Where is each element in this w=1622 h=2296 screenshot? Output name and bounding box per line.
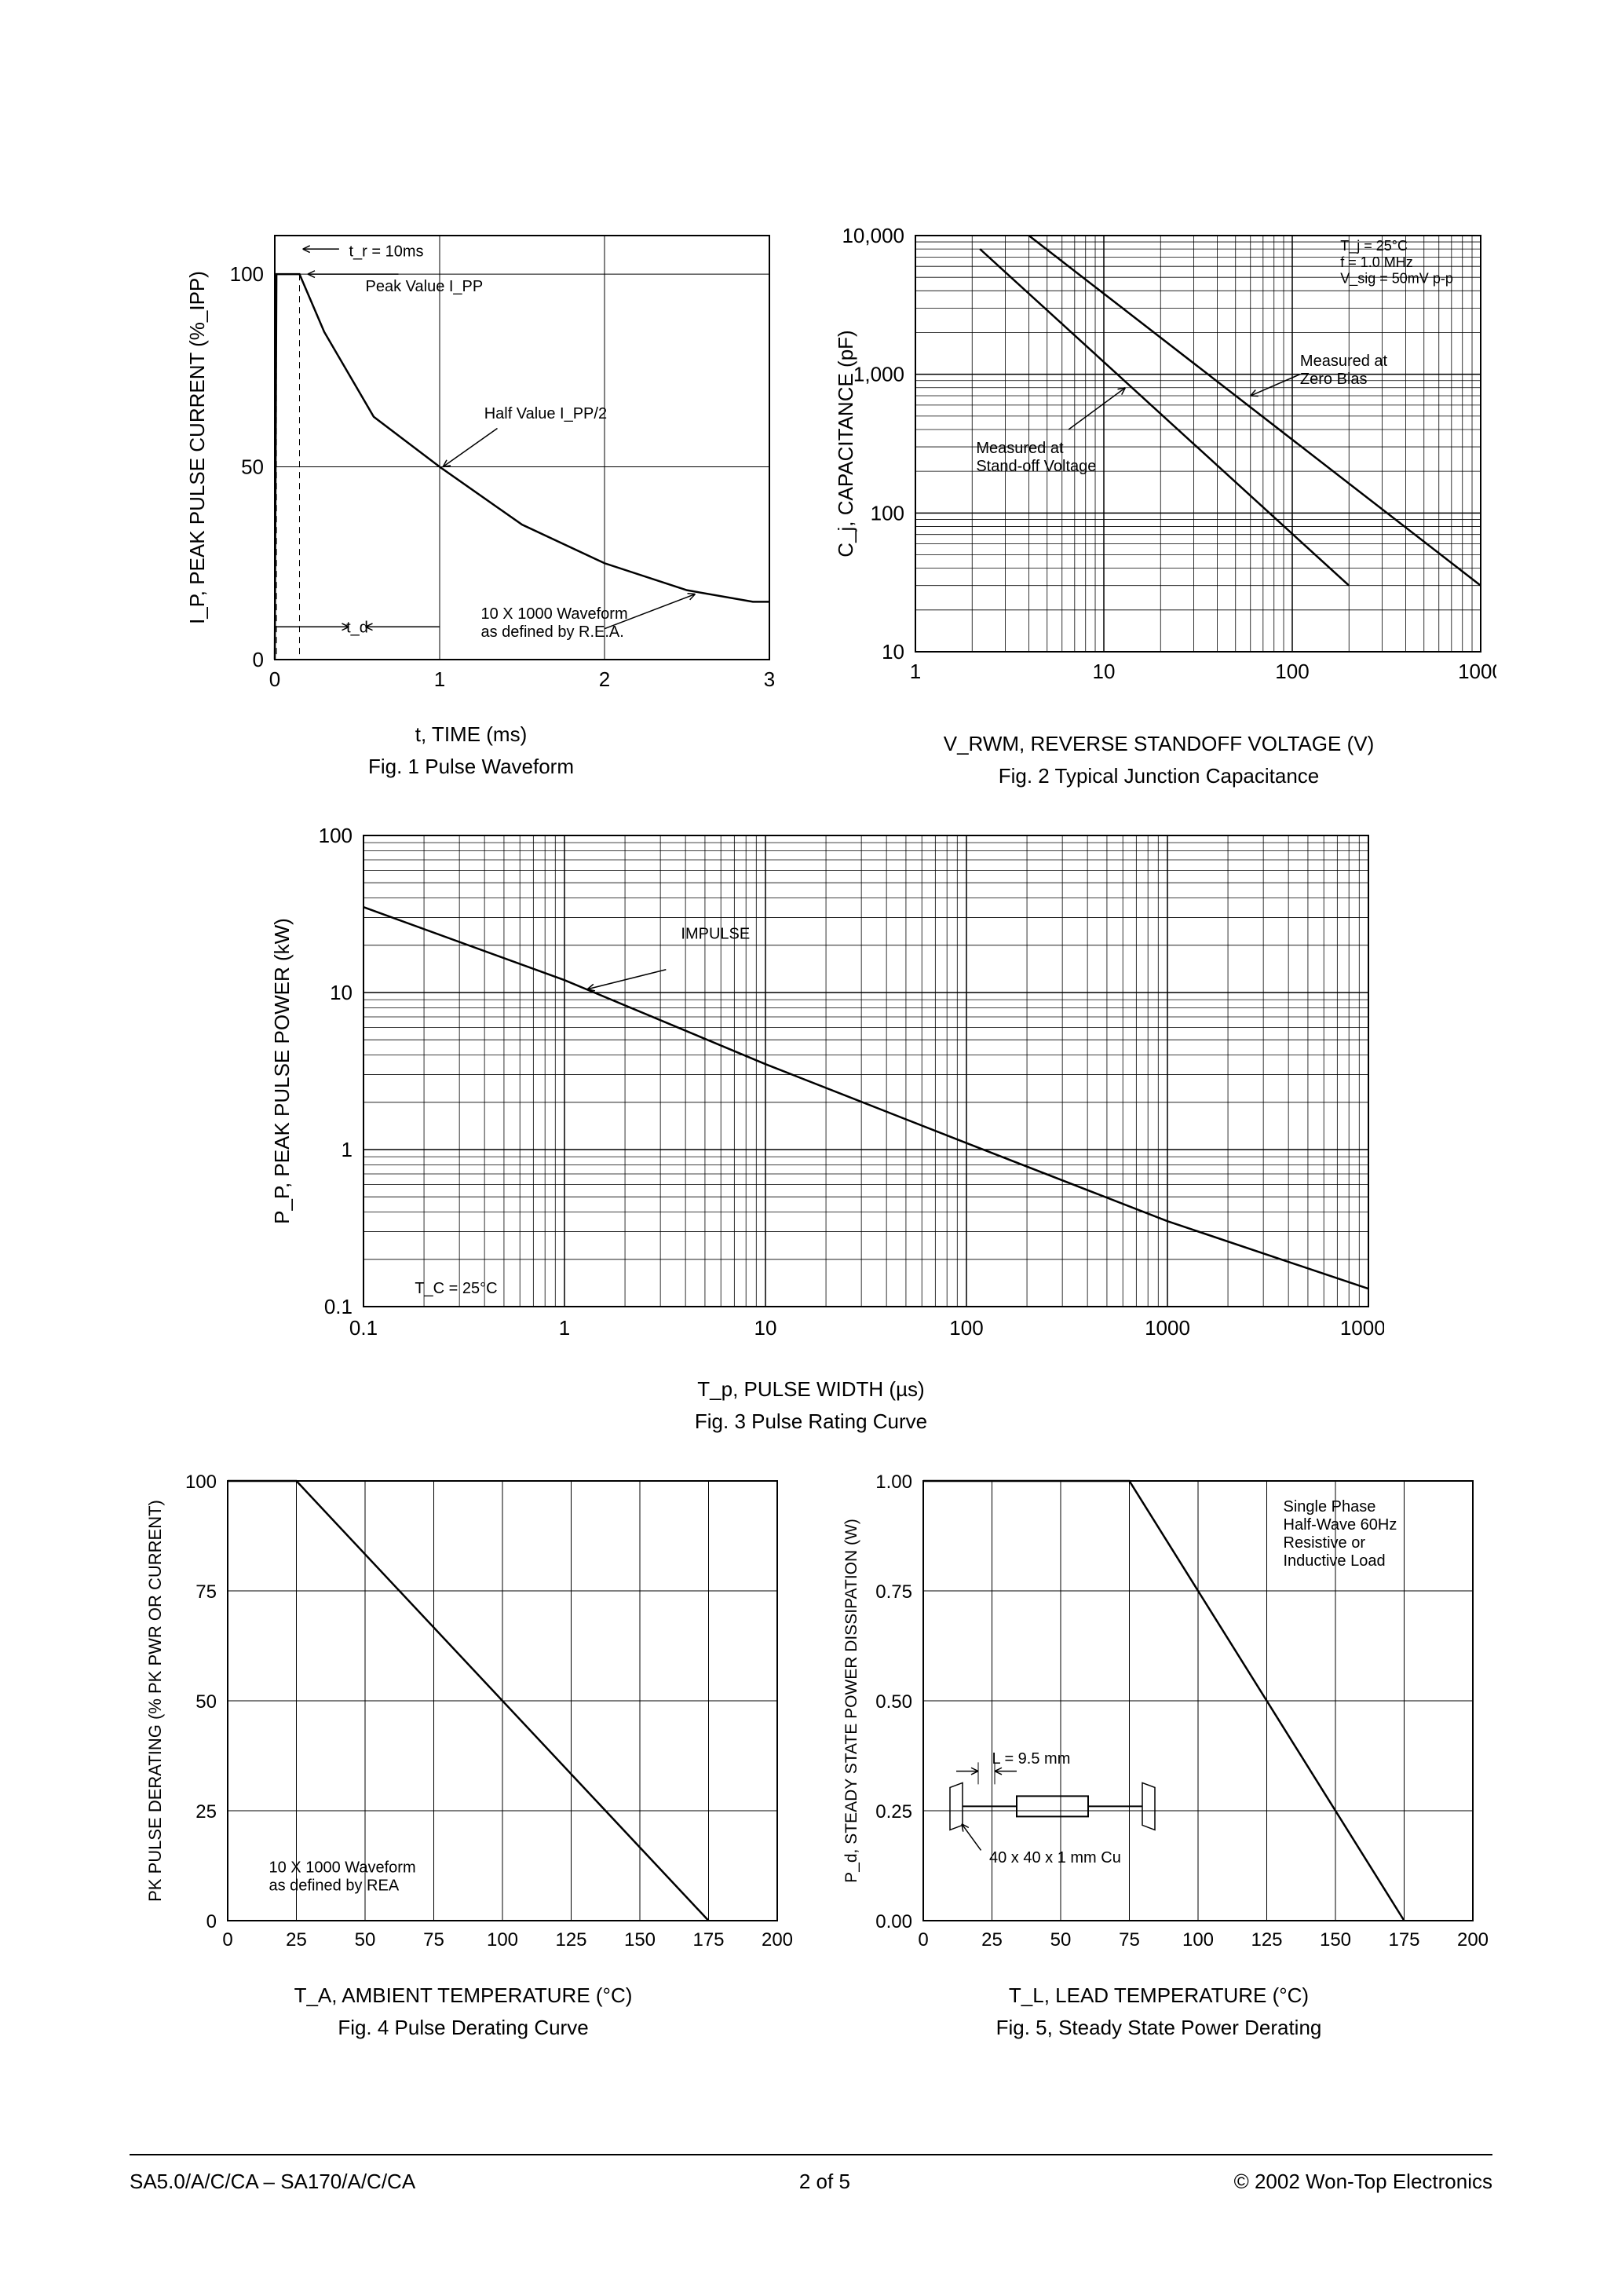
- svg-text:40 x 40 x 1 mm Cu: 40 x 40 x 1 mm Cu: [989, 1849, 1121, 1866]
- svg-text:1.00: 1.00: [875, 1472, 912, 1493]
- svg-text:t_d: t_d: [346, 619, 368, 636]
- chart-row-2: 0.1 1 10 100 1000 10000 0.1 1 10 100 P_P, PEAK PUL…: [126, 820, 1496, 1434]
- fig4-xlabel: T_A, AMBIENT TEMPERATURE (°C): [294, 1983, 633, 2008]
- svg-text:10: 10: [330, 981, 353, 1004]
- svg-text:PK PULSE DERATING (% PK PWR OR: PK PULSE DERATING (% PK PWR OR CURRENT): [145, 1500, 165, 1902]
- svg-text:10: 10: [882, 640, 904, 664]
- fig2-xlabel: V_RWM, REVERSE STANDOFF VOLTAGE (V): [944, 732, 1374, 756]
- svg-text:200: 200: [1457, 1929, 1489, 1951]
- svg-text:10: 10: [754, 1316, 777, 1340]
- fig5-title: Fig. 5, Steady State Power Derating: [996, 2016, 1322, 2040]
- svg-text:10,000: 10,000: [842, 224, 904, 247]
- svg-text:0: 0: [269, 667, 280, 691]
- svg-text:100: 100: [949, 1316, 983, 1340]
- svg-text:0.00: 0.00: [875, 1911, 912, 1932]
- svg-text:1000: 1000: [1145, 1316, 1190, 1340]
- page-footer: SA5.0/A/C/CA – SA170/A/C/CA 2 of 5 © 200…: [130, 2154, 1492, 2194]
- fig2-container: 1 10 100 1000 10 100 1,000 10,000 C_j, CAPACITAN…: [821, 220, 1496, 788]
- svg-text:1,000: 1,000: [853, 363, 904, 386]
- svg-text:10 X 1000 Waveformas defined b: 10 X 1000 Waveformas defined by REA: [269, 1859, 416, 1894]
- svg-text:t_r = 10ms: t_r = 10ms: [349, 243, 424, 261]
- svg-text:1: 1: [434, 667, 445, 691]
- svg-text:200: 200: [762, 1929, 793, 1951]
- chart-row-3: 0 25 50 75 100 125 150 175 200 0 25 50 75 100 PK PULSE…: [126, 1465, 1496, 2040]
- svg-text:C_j, CAPACITANCE (pF): C_j, CAPACITANCE (pF): [834, 330, 857, 557]
- svg-text:Peak Value I_PP: Peak Value I_PP: [366, 278, 484, 295]
- svg-text:1000: 1000: [1458, 660, 1496, 683]
- footer-center: 2 of 5: [799, 2170, 850, 2194]
- svg-text:25: 25: [981, 1929, 1003, 1951]
- fig4-container: 0 25 50 75 100 125 150 175 200 0 25 50 75 100 PK PULSE…: [126, 1465, 801, 2040]
- fig3-xlabel: T_p, PULSE WIDTH (µs): [697, 1377, 924, 1402]
- svg-text:125: 125: [555, 1929, 586, 1951]
- svg-text:150: 150: [624, 1929, 656, 1951]
- svg-text:100: 100: [319, 824, 353, 847]
- svg-text:25: 25: [286, 1929, 307, 1951]
- svg-text:0.1: 0.1: [324, 1295, 353, 1318]
- datasheet-page: 0123050100I_P, PEAK PULSE CURRENT (%_IPP…: [0, 0, 1622, 2296]
- svg-text:P_P, PEAK PULSE POWER (kW): P_P, PEAK PULSE POWER (kW): [270, 918, 294, 1224]
- svg-text:50: 50: [1050, 1929, 1072, 1951]
- footer-left: SA5.0/A/C/CA – SA170/A/C/CA: [130, 2170, 415, 2194]
- fig1-chart: 0 1 2 3 0 50 100 I_P, PEAK PULSE CURRENT (%_IPP…: [157, 220, 785, 715]
- svg-text:0.50: 0.50: [875, 1691, 912, 1713]
- svg-text:75: 75: [423, 1929, 444, 1951]
- fig4-chart: 0 25 50 75 100 125 150 175 200 0 25 50 75 100 PK PULSE…: [126, 1465, 801, 1976]
- svg-text:Half Value I_PP/2: Half Value I_PP/2: [484, 405, 607, 422]
- svg-text:0.25: 0.25: [875, 1801, 912, 1823]
- svg-text:L = 9.5 mm: L = 9.5 mm: [992, 1750, 1071, 1768]
- svg-text:75: 75: [195, 1581, 217, 1603]
- svg-text:3: 3: [764, 667, 775, 691]
- svg-text:1: 1: [559, 1316, 570, 1340]
- svg-text:100: 100: [1182, 1929, 1214, 1951]
- svg-text:25: 25: [195, 1801, 217, 1823]
- svg-text:100: 100: [230, 262, 264, 286]
- svg-text:175: 175: [1388, 1929, 1419, 1951]
- svg-text:IMPULSE: IMPULSE: [681, 926, 750, 943]
- svg-text:10000: 10000: [1340, 1316, 1384, 1340]
- svg-text:0: 0: [253, 648, 264, 671]
- svg-text:T_C = 25°C: T_C = 25°C: [415, 1280, 497, 1297]
- svg-text:50: 50: [241, 455, 264, 479]
- fig1-xlabel: t, TIME (ms): [415, 722, 528, 747]
- svg-text:75: 75: [1119, 1929, 1140, 1951]
- svg-text:0: 0: [222, 1929, 232, 1951]
- footer-right: © 2002 Won-Top Electronics: [1234, 2170, 1492, 2194]
- svg-text:50: 50: [355, 1929, 376, 1951]
- fig1-container: 0 1 2 3 0 50 100 I_P, PEAK PULSE CURRENT (%_IPP…: [157, 220, 785, 788]
- fig5-chart: 0 25 50 75 100 125 150 175 200 0.00 0.25 0.50 0.75 1.…: [821, 1465, 1496, 1976]
- fig3-title: Fig. 3 Pulse Rating Curve: [695, 1409, 927, 1434]
- svg-text:0: 0: [206, 1911, 217, 1932]
- svg-text:100: 100: [871, 501, 904, 525]
- svg-text:1: 1: [910, 660, 921, 683]
- fig3-chart: 0.1 1 10 100 1000 10000 0.1 1 10 100 P_P, PEAK PUL…: [238, 820, 1384, 1369]
- svg-text:P_d, STEADY STATE POWER DISSIP: P_d, STEADY STATE POWER DISSIPATION (W): [842, 1519, 860, 1883]
- svg-text:150: 150: [1320, 1929, 1351, 1951]
- svg-text:0: 0: [918, 1929, 928, 1951]
- svg-text:0.1: 0.1: [349, 1316, 378, 1340]
- svg-text:2: 2: [599, 667, 610, 691]
- svg-text:1: 1: [342, 1138, 353, 1161]
- svg-text:I_P, PEAK PULSE CURRENT (%_IPP: I_P, PEAK PULSE CURRENT (%_IPP): [185, 271, 209, 624]
- svg-text:100: 100: [487, 1929, 518, 1951]
- fig5-container: 0 25 50 75 100 125 150 175 200 0.00 0.25 0.50 0.75 1.…: [821, 1465, 1496, 2040]
- svg-text:10 X 1000 Waveformas defined b: 10 X 1000 Waveformas defined by R.E.A.: [481, 605, 628, 641]
- svg-text:50: 50: [195, 1691, 217, 1713]
- chart-row-1: 0 1 2 3 0 50 100 I_P, PEAK PULSE CURRENT (%_IPP…: [126, 220, 1496, 788]
- fig2-title: Fig. 2 Typical Junction Capacitance: [999, 764, 1320, 788]
- fig3-container: 0.1 1 10 100 1000 10000 0.1 1 10 100 P_P, PEAK PUL…: [238, 820, 1384, 1434]
- svg-text:100: 100: [185, 1472, 217, 1493]
- fig4-title: Fig. 4 Pulse Derating Curve: [338, 2016, 588, 2040]
- svg-text:100: 100: [1275, 660, 1309, 683]
- fig5-xlabel: T_L, LEAD TEMPERATURE (°C): [1009, 1983, 1309, 2008]
- fig1-title: Fig. 1 Pulse Waveform: [368, 755, 574, 779]
- svg-text:10: 10: [1093, 660, 1116, 683]
- fig2-chart: 1 10 100 1000 10 100 1,000 10,000 C_j, CAPACITAN…: [821, 220, 1496, 715]
- svg-text:175: 175: [692, 1929, 724, 1951]
- svg-text:0.75: 0.75: [875, 1581, 912, 1603]
- svg-text:125: 125: [1251, 1929, 1282, 1951]
